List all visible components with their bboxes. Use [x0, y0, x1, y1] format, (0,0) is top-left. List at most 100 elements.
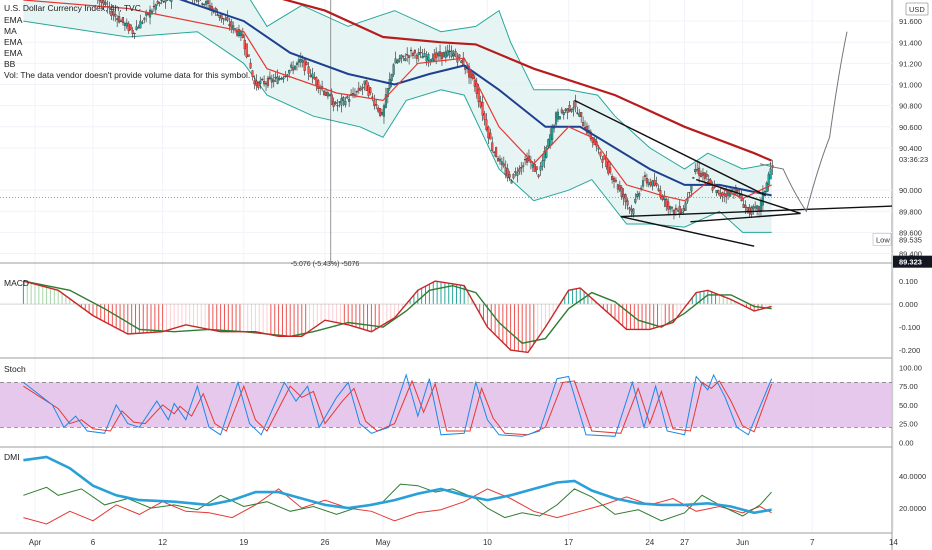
bollinger-lower-line [23, 20, 772, 233]
candle-body [419, 52, 422, 54]
countdown-label: 03:36:23 [899, 155, 928, 164]
candle-body [607, 161, 610, 174]
candle-body [657, 188, 660, 191]
candle-body [272, 79, 275, 82]
candle-body [423, 53, 426, 57]
candle-body [170, 0, 173, 2]
candle-body [518, 168, 521, 173]
macd-signal-line [23, 280, 772, 344]
candle-body [297, 59, 300, 63]
candle-body [678, 205, 681, 214]
candle-body [605, 157, 608, 168]
candle-body [390, 74, 393, 81]
candle-body [348, 98, 351, 102]
candle-body [197, 0, 200, 2]
candle-body [442, 52, 445, 58]
candle-body [514, 171, 517, 173]
candle-body [129, 24, 132, 30]
candle-body [444, 51, 447, 58]
last-price-value: 89.323 [899, 258, 922, 267]
candle-body [767, 174, 770, 185]
x-tick-label: 19 [239, 538, 248, 547]
candle-body [139, 20, 142, 29]
candle-body [375, 104, 378, 106]
candle-body [574, 101, 577, 108]
candle-body [392, 64, 395, 75]
stoch-y-tick-label: 100.00 [899, 363, 922, 372]
candle-body [715, 190, 718, 193]
candle-body [545, 147, 548, 158]
ema-dark-red-line [282, 0, 773, 162]
candle-body [558, 116, 561, 120]
candle-body [636, 194, 639, 197]
candle-body [162, 1, 165, 3]
macd-y-tick-label: 0.000 [899, 300, 918, 309]
candle-body [483, 113, 486, 120]
candle-body [669, 206, 672, 210]
candle-body [489, 132, 492, 140]
candle-body [382, 105, 386, 117]
candle-body [647, 182, 650, 185]
candle-body [564, 108, 567, 111]
candle-body [371, 96, 374, 98]
candle-body [135, 26, 138, 31]
candle-body [684, 202, 687, 211]
candle-body [235, 30, 239, 36]
candle-body [531, 163, 534, 168]
candle-body [127, 23, 130, 32]
legend-line: Vol: The data vendor doesn't provide vol… [4, 70, 250, 80]
candle-body [504, 167, 507, 176]
candle-body [458, 54, 461, 58]
candle-body [667, 201, 670, 210]
stoch-pane [0, 373, 892, 437]
candle-body [116, 18, 119, 20]
candle-body [147, 13, 150, 15]
dmi-adx-line [23, 455, 772, 515]
stoch-k-line [23, 373, 773, 437]
candle-body [303, 59, 306, 71]
candle-body [742, 204, 745, 208]
candle-body [672, 209, 676, 215]
candle-body [549, 134, 552, 146]
legend-line: EMA [4, 15, 23, 25]
y-tick-label: 89.400 [899, 250, 922, 259]
candle-body [643, 175, 647, 177]
candle-body [406, 54, 409, 56]
candle-body [396, 60, 399, 64]
candle-body [641, 180, 645, 187]
y-tick-label: 89.600 [899, 228, 922, 237]
candle-body [744, 205, 747, 208]
measure-label: -5.076 (-5.43%) -5076 [291, 261, 360, 268]
candle-body [438, 51, 442, 57]
candle-body [556, 111, 560, 120]
candle-body [363, 80, 366, 85]
candle-body [408, 55, 411, 58]
candle-body [761, 192, 764, 206]
candle-body [752, 206, 755, 210]
candle-body [736, 190, 739, 192]
candle-body [386, 88, 389, 97]
candle-body [506, 168, 509, 178]
candle-body [748, 206, 751, 214]
x-tick-label: Jun [736, 538, 749, 547]
candle-body [738, 194, 741, 196]
candle-body [342, 97, 345, 101]
bollinger-band-fill [23, 0, 772, 233]
candle-body [377, 107, 380, 112]
candle-body [330, 94, 333, 105]
candle-body [404, 58, 407, 61]
candle-body [500, 161, 503, 165]
candle-body [694, 169, 697, 173]
candle-body [369, 87, 372, 94]
candle-body [452, 53, 455, 56]
candle-body [334, 101, 337, 105]
candle-body [547, 139, 550, 147]
candle-body [355, 91, 358, 93]
candle-body [539, 166, 542, 171]
ma-blue-line [178, 0, 772, 197]
candle-body [218, 14, 221, 18]
main-pane [0, 0, 892, 262]
candle-body [255, 80, 258, 86]
candle-body [259, 80, 262, 84]
candle-body [688, 192, 691, 194]
